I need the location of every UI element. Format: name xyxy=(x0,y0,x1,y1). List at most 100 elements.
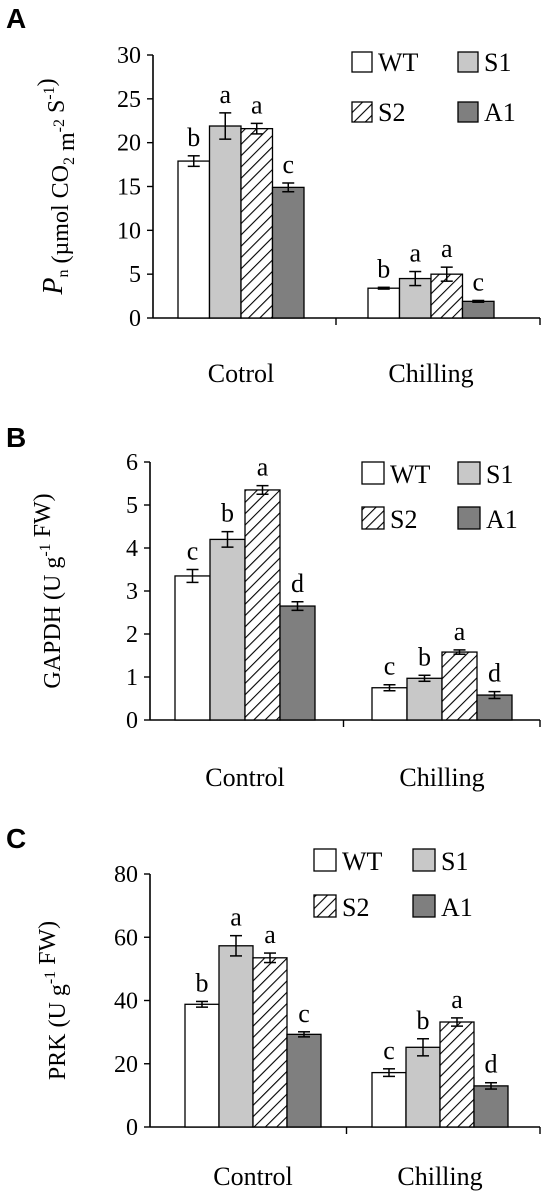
significance-letter: a xyxy=(441,234,453,263)
significance-letter: c xyxy=(472,267,484,296)
y-axis-label-part: GAPDH (U g xyxy=(40,557,66,689)
bar-a1 xyxy=(461,300,495,319)
category-label: Chilling xyxy=(397,1162,482,1191)
y-axis-label: GAPDH (U g-1 FW) xyxy=(30,493,66,688)
category-label: Chilling xyxy=(388,359,473,388)
y-tick-label: 5 xyxy=(126,493,138,519)
y-axis-label-part: -1 xyxy=(37,543,54,556)
legend-swatch-s1 xyxy=(457,51,479,73)
legend-label-wt: WT xyxy=(378,48,419,77)
significance-letter: c xyxy=(187,537,199,566)
legend-swatch-wt xyxy=(361,461,385,485)
legend-label-s1: S1 xyxy=(486,460,513,489)
y-axis-label-part: m xyxy=(54,132,80,157)
legend-swatch-wt xyxy=(313,848,337,872)
significance-letter: a xyxy=(454,617,466,646)
significance-letter: a xyxy=(219,80,231,109)
significance-letter: c xyxy=(282,150,294,179)
legend-swatch-s1 xyxy=(457,461,481,485)
bar-s1 xyxy=(208,125,242,319)
y-axis-label-part: (µmol CO xyxy=(48,165,74,270)
significance-letter: d xyxy=(485,1050,498,1079)
legend-label-s2: S2 xyxy=(342,893,369,922)
y-tick-label: 25 xyxy=(117,87,141,113)
significance-letter: b xyxy=(221,499,234,528)
significance-letter: d xyxy=(291,569,304,598)
bar-a1 xyxy=(473,1085,509,1128)
significance-letter: a xyxy=(257,453,269,482)
y-axis-label-part: FW) xyxy=(35,921,61,971)
y-tick-label: 10 xyxy=(117,218,141,244)
legend-swatch-a1 xyxy=(457,101,479,123)
y-tick-label: 30 xyxy=(117,43,141,69)
significance-letter: d xyxy=(488,659,501,688)
legend-swatch-s2 xyxy=(351,101,373,123)
legend-label-s1: S1 xyxy=(484,48,511,77)
y-axis-label-part: S xyxy=(44,100,70,119)
y-tick-label: 40 xyxy=(114,989,138,1015)
bar-s2 xyxy=(252,957,288,1128)
significance-letter: a xyxy=(264,920,276,949)
bar-s2 xyxy=(240,127,274,319)
y-tick-label: 80 xyxy=(114,862,138,888)
bar-a1 xyxy=(271,186,305,319)
legend-swatch-a1 xyxy=(457,506,481,530)
significance-letter: a xyxy=(251,90,263,119)
y-tick-label: 5 xyxy=(129,262,141,288)
y-axis-label-part: -2 xyxy=(51,119,68,132)
significance-letter: c xyxy=(384,652,396,681)
bar-wt xyxy=(371,687,408,721)
bar-s1 xyxy=(209,538,246,721)
significance-letter: c xyxy=(383,1036,395,1065)
bar-s1 xyxy=(406,677,443,721)
bar-wt xyxy=(184,1003,220,1128)
y-axis-label: PRK (U g-1 FW) xyxy=(35,921,71,1080)
y-axis-label-part: -1 xyxy=(41,86,58,99)
bar-a1 xyxy=(279,605,316,721)
bar-s1 xyxy=(405,1046,441,1128)
y-tick-label: 4 xyxy=(126,536,138,562)
y-axis-label-part: PRK (U g xyxy=(45,984,71,1080)
significance-letter: b xyxy=(418,642,431,671)
panel-label: C xyxy=(6,823,26,854)
y-tick-label: 60 xyxy=(114,925,138,951)
y-axis-label-part: FW) xyxy=(30,493,56,543)
legend-label-a1: A1 xyxy=(484,98,516,127)
y-tick-label: 0 xyxy=(126,708,138,734)
significance-letter: a xyxy=(409,239,421,268)
legend-label-s2: S2 xyxy=(378,98,405,127)
category-label: Chilling xyxy=(399,763,484,792)
legend-label-wt: WT xyxy=(342,847,383,876)
legend-swatch-s2 xyxy=(361,506,385,530)
y-tick-label: 6 xyxy=(126,450,138,476)
legend-label-s1: S1 xyxy=(441,847,468,876)
y-axis-label-part: P xyxy=(38,278,69,296)
bar-wt xyxy=(177,160,211,319)
significance-letter: b xyxy=(417,1006,430,1035)
legend: WT S1 S2 A1 xyxy=(351,48,516,127)
bar-s2 xyxy=(441,651,478,721)
y-axis-label-part: 2 xyxy=(61,157,78,165)
y-tick-label: 20 xyxy=(117,131,141,157)
legend-swatch-a1 xyxy=(412,894,436,918)
significance-letter: a xyxy=(451,985,463,1014)
category-label: Control xyxy=(205,763,284,792)
category-label: Cotrol xyxy=(208,359,274,388)
legend-label-s2: S2 xyxy=(390,505,417,534)
legend-label-a1: A1 xyxy=(441,893,473,922)
y-tick-label: 15 xyxy=(117,175,141,201)
y-axis-label-part: ) xyxy=(34,78,60,86)
y-axis-label: Pn (µmol CO2 m-2 S-1) xyxy=(34,78,80,295)
legend: WT S1 S2 A1 xyxy=(361,460,518,534)
legend-swatch-wt xyxy=(351,51,373,73)
legend-label-a1: A1 xyxy=(486,505,518,534)
y-axis-label-part: n xyxy=(55,270,72,278)
significance-letter: b xyxy=(377,254,390,283)
y-tick-label: 2 xyxy=(126,622,138,648)
bar-a1 xyxy=(286,1033,322,1128)
bar-wt xyxy=(174,575,211,721)
legend-swatch-s1 xyxy=(412,848,436,872)
